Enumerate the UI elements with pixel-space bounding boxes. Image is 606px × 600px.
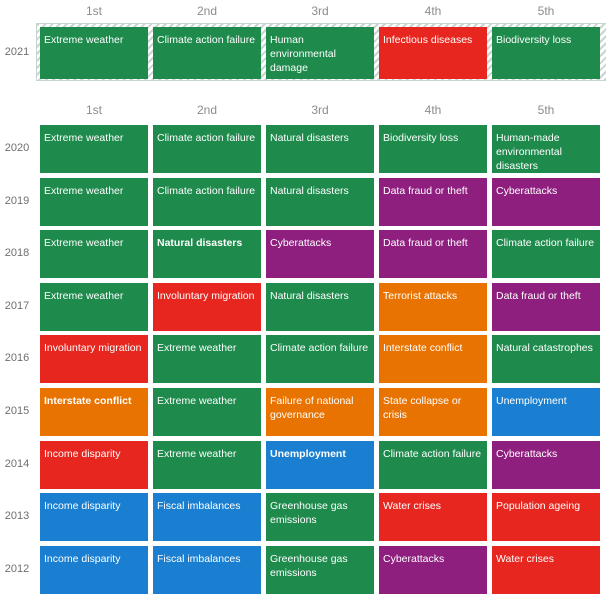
- risk-cell-2019-1: Extreme weather: [40, 178, 148, 226]
- year-label-2019: 2019: [4, 195, 30, 207]
- risk-cell-2015-5: Unemployment: [492, 388, 600, 436]
- risk-cell-2013-4: Water crises: [379, 493, 487, 541]
- risk-cell-2018-2: Natural disasters: [153, 230, 261, 278]
- risk-cell-2021-4: Infectious diseases: [379, 27, 487, 79]
- risk-cell-2018-3: Cyberattacks: [266, 230, 374, 278]
- risk-cell-2012-1: Income disparity: [40, 546, 148, 594]
- risk-cell-2017-1: Extreme weather: [40, 283, 148, 331]
- risk-cell-2020-5: Human-made environmental disasters: [492, 125, 600, 173]
- year-label-2018: 2018: [4, 247, 30, 259]
- risk-cell-2021-3: Human environmental damage: [266, 27, 374, 79]
- rank-header-3rd-b: 3rd: [311, 103, 329, 117]
- risk-cell-2020-1: Extreme weather: [40, 125, 148, 173]
- risk-cell-2020-4: Biodiversity loss: [379, 125, 487, 173]
- year-label-2013: 2013: [4, 510, 30, 522]
- year-label-2016: 2016: [4, 352, 30, 364]
- risk-cell-2018-1: Extreme weather: [40, 230, 148, 278]
- rank-header-4th-b: 4th: [424, 103, 442, 117]
- risk-cell-2013-1: Income disparity: [40, 493, 148, 541]
- risk-cell-2013-2: Fiscal imbalances: [153, 493, 261, 541]
- risk-cell-2020-3: Natural disasters: [266, 125, 374, 173]
- year-label-2021: 2021: [4, 46, 30, 58]
- risk-cell-2021-2: Climate action failure: [153, 27, 261, 79]
- risk-cell-2018-5: Climate action failure: [492, 230, 600, 278]
- risk-cell-2019-3: Natural disasters: [266, 178, 374, 226]
- rank-header-1st-b: 1st: [85, 103, 102, 117]
- rank-header-1st-a: 1st: [85, 4, 102, 18]
- risk-cell-2018-4: Data fraud or theft: [379, 230, 487, 278]
- rank-header-2nd-a: 2nd: [196, 4, 218, 18]
- risk-cell-2016-4: Interstate conflict: [379, 335, 487, 383]
- risk-cell-2017-4: Terrorist attacks: [379, 283, 487, 331]
- risk-cell-2019-4: Data fraud or theft: [379, 178, 487, 226]
- risk-cell-2016-5: Natural catastrophes: [492, 335, 600, 383]
- risk-cell-2014-2: Extreme weather: [153, 441, 261, 489]
- risk-cell-2015-3: Failure of national governance: [266, 388, 374, 436]
- risk-cell-2014-3: Unemployment: [266, 441, 374, 489]
- risk-cell-2016-2: Extreme weather: [153, 335, 261, 383]
- risk-cell-2012-3: Greenhouse gas emissions: [266, 546, 374, 594]
- risk-cell-2016-3: Climate action failure: [266, 335, 374, 383]
- year-label-2020: 2020: [4, 142, 30, 154]
- risk-cell-2019-5: Cyberattacks: [492, 178, 600, 226]
- risk-cell-2012-2: Fiscal imbalances: [153, 546, 261, 594]
- risk-cell-2014-5: Cyberattacks: [492, 441, 600, 489]
- risk-cell-2017-5: Data fraud or theft: [492, 283, 600, 331]
- year-label-2014: 2014: [4, 458, 30, 470]
- risk-cell-2015-2: Extreme weather: [153, 388, 261, 436]
- risk-cell-2012-4: Cyberattacks: [379, 546, 487, 594]
- rank-header-2nd-b: 2nd: [196, 103, 218, 117]
- year-label-2017: 2017: [4, 300, 30, 312]
- risk-cell-2012-5: Water crises: [492, 546, 600, 594]
- rank-header-5th-a: 5th: [537, 4, 555, 18]
- year-label-2015: 2015: [4, 405, 30, 417]
- risk-cell-2015-1: Interstate conflict: [40, 388, 148, 436]
- risk-cell-2021-5: Biodiversity loss: [492, 27, 600, 79]
- risk-cell-2017-3: Natural disasters: [266, 283, 374, 331]
- risk-cell-2016-1: Involuntary migration: [40, 335, 148, 383]
- rank-header-4th-a: 4th: [424, 4, 442, 18]
- risk-cell-2014-1: Income disparity: [40, 441, 148, 489]
- year-label-2012: 2012: [4, 563, 30, 575]
- risk-cell-2013-5: Population ageing: [492, 493, 600, 541]
- risk-cell-2019-2: Climate action failure: [153, 178, 261, 226]
- risk-cell-2021-1: Extreme weather: [40, 27, 148, 79]
- risk-cell-2015-4: State collapse or crisis: [379, 388, 487, 436]
- rank-header-3rd-a: 3rd: [311, 4, 329, 18]
- risk-cell-2013-3: Greenhouse gas emissions: [266, 493, 374, 541]
- risk-cell-2020-2: Climate action failure: [153, 125, 261, 173]
- risk-cell-2014-4: Climate action failure: [379, 441, 487, 489]
- risk-cell-2017-2: Involuntary migration: [153, 283, 261, 331]
- rank-header-5th-b: 5th: [537, 103, 555, 117]
